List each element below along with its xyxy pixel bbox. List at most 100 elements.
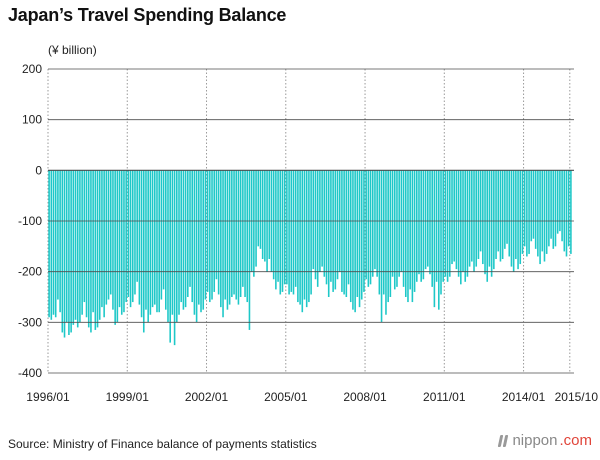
bar [167, 170, 169, 323]
bar [539, 170, 541, 265]
bar [554, 170, 557, 247]
bar [277, 170, 279, 282]
bar [142, 170, 145, 333]
bar [101, 170, 103, 308]
bar [369, 170, 372, 285]
bar [541, 170, 544, 252]
bar [215, 170, 218, 280]
bar [332, 170, 334, 292]
bar [153, 170, 156, 305]
bar [286, 170, 288, 285]
bar [237, 170, 240, 305]
bar [334, 170, 337, 290]
bar [521, 170, 524, 254]
bar [156, 170, 158, 313]
bar [409, 170, 411, 290]
brand-suffix: .com [559, 432, 592, 449]
bar [530, 170, 533, 242]
bar [486, 170, 489, 282]
bar [548, 170, 550, 247]
bar [460, 170, 462, 285]
bar [151, 170, 154, 308]
bar [272, 170, 275, 280]
bar [231, 170, 233, 297]
bar [63, 170, 66, 338]
bar [138, 170, 141, 305]
bar [402, 170, 405, 287]
bar [316, 170, 319, 287]
bar [275, 170, 277, 290]
x-tick-label: 2014/01 [502, 390, 546, 404]
bar [85, 170, 88, 318]
bar [308, 170, 310, 303]
bar [495, 170, 497, 259]
bar [349, 170, 352, 303]
bar [356, 170, 359, 297]
bar [72, 170, 75, 325]
bar [380, 170, 383, 323]
bar [358, 170, 361, 308]
bar [475, 170, 478, 267]
bar [118, 170, 121, 308]
bar [217, 170, 220, 295]
bar [189, 170, 191, 287]
bar [508, 170, 511, 257]
bar [59, 170, 61, 313]
bar [222, 170, 224, 318]
bar [52, 170, 55, 315]
bar [526, 170, 528, 257]
bar [411, 170, 414, 303]
bar [482, 170, 484, 265]
bar [180, 170, 182, 303]
bar [112, 170, 114, 310]
bar [127, 170, 130, 297]
bar [226, 170, 229, 310]
bar [297, 170, 299, 303]
bar [561, 170, 563, 242]
bar [418, 170, 420, 275]
bar [209, 170, 211, 303]
bar [171, 170, 174, 315]
bar [259, 170, 262, 249]
bar [79, 170, 81, 323]
bar [65, 170, 68, 323]
bar-chart: 200 100 0 -100 -200 -300 -400 1996/01 1999/01 20… [18, 62, 598, 404]
bar [195, 170, 198, 323]
bar [220, 170, 222, 308]
bar [92, 170, 94, 313]
bar [83, 170, 86, 303]
bar [559, 170, 561, 232]
bar [244, 170, 246, 297]
bar [442, 170, 444, 282]
bar [519, 170, 522, 265]
bar [477, 170, 480, 259]
bar [105, 170, 108, 305]
bar [440, 170, 442, 295]
bar [444, 170, 447, 277]
bar [81, 170, 83, 315]
bar [213, 170, 216, 292]
bar [261, 170, 264, 259]
bar [352, 170, 354, 310]
bar [415, 170, 418, 282]
bar [449, 170, 451, 277]
horizontal-gridlines [48, 68, 574, 374]
bar [393, 170, 396, 290]
bar [57, 170, 59, 300]
bar [70, 170, 72, 333]
bar [87, 170, 90, 328]
bar [239, 170, 242, 297]
bar [424, 170, 427, 270]
bar [248, 170, 251, 330]
bar [484, 170, 486, 275]
x-tick-label: 2008/01 [343, 390, 387, 404]
bar [471, 170, 473, 262]
bar [224, 170, 227, 300]
bar [515, 170, 517, 259]
bar [464, 170, 467, 282]
bar [131, 170, 134, 303]
bar [123, 170, 125, 313]
bar [147, 170, 149, 323]
bar [343, 170, 345, 295]
bar [176, 170, 178, 323]
